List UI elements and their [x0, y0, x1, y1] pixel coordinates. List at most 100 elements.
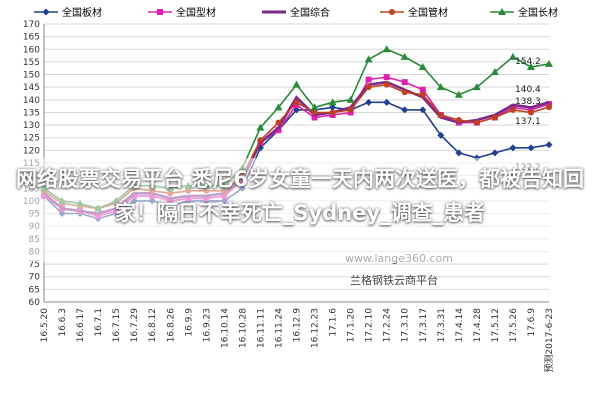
- x-tick-label: 17.4.14: [455, 308, 465, 343]
- y-tick-label: 145: [23, 83, 40, 93]
- y-tick-label: 60: [29, 298, 41, 308]
- data-point: [473, 119, 480, 126]
- data-point: [400, 52, 409, 60]
- data-point: [274, 103, 283, 111]
- y-tick-label: 125: [23, 134, 40, 144]
- headline-overlay: 网络股票交易平台 悉尼6岁女童一天内两次送医，都被告知回家！隔日不幸死亡_Syd…: [0, 158, 600, 262]
- data-point: [365, 98, 373, 106]
- x-tick-label: 16.5.20: [40, 308, 50, 343]
- data-point: [490, 68, 499, 76]
- data-point: [329, 109, 336, 116]
- data-point: [546, 101, 552, 108]
- x-tick-label: 17.3.10: [401, 308, 411, 343]
- watermark-company: 兰格钢铁云商平台: [350, 273, 438, 287]
- data-point: [526, 62, 535, 70]
- data-point: [472, 83, 481, 91]
- data-point: [491, 114, 498, 121]
- data-point: [418, 62, 427, 70]
- legend-label: 全国型材: [176, 6, 216, 19]
- legend-marker: [42, 8, 50, 16]
- x-tick-label: 16.11.11: [256, 308, 266, 348]
- data-point: [509, 106, 516, 113]
- data-point: [437, 131, 445, 139]
- y-tick-label: 65: [29, 285, 40, 295]
- y-tick-label: 140: [23, 96, 40, 106]
- data-point: [275, 127, 282, 134]
- data-point: [527, 144, 535, 152]
- x-tick-label: 17.5.12: [491, 308, 501, 342]
- x-tick-label: 17.1.20: [347, 308, 357, 343]
- x-tick-label: 16.10.14: [220, 308, 230, 348]
- data-point: [455, 117, 462, 124]
- x-tick-label: 16.12.9: [293, 308, 303, 343]
- legend-item: 全国综合: [262, 6, 330, 19]
- data-point: [311, 114, 318, 121]
- data-point: [419, 106, 427, 114]
- data-point: [419, 86, 426, 93]
- data-point: [365, 76, 372, 83]
- data-point: [383, 98, 391, 106]
- data-point: [508, 52, 517, 60]
- x-tick-label: 16.12.23: [311, 308, 321, 348]
- x-tick-label: 16.9.9: [184, 308, 194, 337]
- data-point: [545, 59, 553, 67]
- legend-label: 全国板材: [62, 6, 102, 19]
- y-tick-label: 150: [23, 71, 40, 81]
- x-tick-label: 16.11.24: [274, 308, 284, 348]
- data-point: [527, 109, 534, 116]
- data-point: [454, 90, 463, 98]
- legend-label: 全国管材: [408, 6, 448, 19]
- legend-item: 全国型材: [148, 6, 216, 19]
- x-tick-label: 17.3.17: [419, 308, 429, 342]
- x-tick-label: 17.2.24: [383, 308, 393, 343]
- data-point: [365, 84, 372, 91]
- y-tick-label: 120: [23, 146, 40, 156]
- data-point: [437, 111, 444, 118]
- data-point: [436, 83, 445, 91]
- y-tick-label: 165: [23, 33, 40, 43]
- data-point: [347, 106, 354, 113]
- legend-marker: [389, 9, 395, 15]
- data-point: [545, 141, 553, 149]
- x-tick-label: 16.9.23: [202, 308, 212, 342]
- y-tick-label: 135: [23, 108, 40, 118]
- y-tick-label: 155: [23, 58, 40, 68]
- data-point: [382, 45, 391, 53]
- legend: 全国板材 全国型材 全国综合 全国管材 全国长材: [34, 6, 558, 19]
- x-tick-label: 17.6.9: [527, 308, 537, 337]
- legend-marker: [157, 9, 163, 15]
- data-point: [346, 95, 355, 103]
- data-point: [328, 98, 337, 106]
- data-point: [509, 144, 517, 152]
- x-tick-label: 17.2.10: [365, 308, 375, 343]
- x-tick-label: 16.8.12: [148, 308, 158, 342]
- data-point: [383, 74, 390, 81]
- x-tick-label: 16.7.29: [130, 308, 140, 343]
- x-tick-label: 16.6.3: [58, 308, 68, 337]
- headline-text[interactable]: 网络股票交易平台 悉尼6岁女童一天内两次送医，都被告知回家！隔日不幸死亡_Syd…: [16, 167, 584, 225]
- y-tick-label: 75: [29, 260, 40, 270]
- legend-item: 全国管材: [380, 6, 448, 19]
- data-point: [364, 55, 373, 63]
- data-point: [491, 149, 499, 157]
- data-point: [546, 104, 552, 111]
- data-point: [383, 81, 390, 88]
- x-tick-label: 16.8.26: [166, 308, 176, 343]
- end-value-label: 154.2: [515, 57, 541, 67]
- x-tick-label: 16.7.1: [94, 308, 104, 337]
- data-point: [401, 79, 408, 86]
- data-point: [419, 91, 426, 98]
- data-point: [257, 137, 264, 144]
- x-tick-label: 17.3.31: [437, 308, 447, 342]
- end-value-label: 138.3: [515, 97, 541, 107]
- data-point: [310, 103, 319, 111]
- x-tick-label: 17.4.28: [473, 308, 483, 343]
- data-point: [292, 80, 301, 88]
- data-point: [311, 109, 318, 116]
- data-point: [256, 123, 265, 131]
- end-value-label: 140.4: [515, 85, 541, 95]
- x-tick-label: 16.7.15: [112, 308, 122, 342]
- y-tick-label: 170: [23, 20, 40, 30]
- y-tick-label: 130: [23, 121, 40, 131]
- end-value-label: 137.1: [515, 117, 541, 127]
